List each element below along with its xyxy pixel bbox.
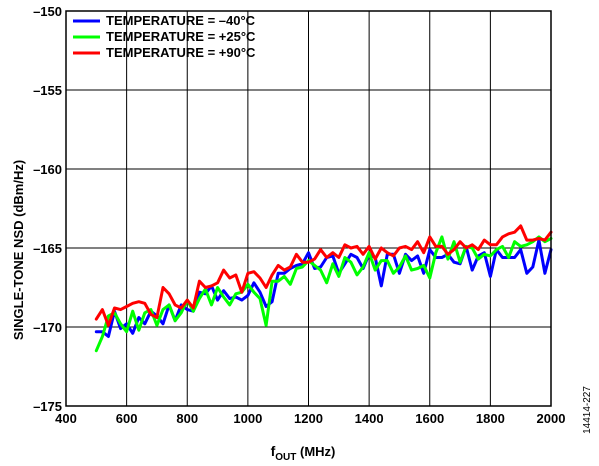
y-tick-label: –170 <box>33 320 62 335</box>
legend-label-3: TEMPERATURE = +90°C <box>106 45 256 60</box>
y-tick-label: –175 <box>33 399 62 414</box>
x-axis-label-unit: (MHz) <box>296 444 335 459</box>
series-line-3 <box>94 224 553 327</box>
y-tick-labels: –150 –155 –160 –165 –170 –175 <box>33 4 62 414</box>
x-axis-label-subscript: OUT <box>275 452 296 463</box>
y-tick-label: –165 <box>33 241 62 256</box>
x-axis-label: fOUT (MHz) <box>271 443 336 463</box>
plot-frame <box>65 10 552 407</box>
x-tick-label: 2000 <box>537 411 566 426</box>
x-tick-label: 400 <box>55 411 77 426</box>
grid-lines <box>66 11 551 406</box>
x-tick-label: 600 <box>116 411 138 426</box>
x-tick-label: 1400 <box>355 411 384 426</box>
figure-id: 14414-227 <box>582 386 593 434</box>
series-layer <box>94 224 553 353</box>
x-tick-labels: 400 600 800 1000 1200 1400 1600 1800 2000 <box>55 411 565 426</box>
x-axis-label-main: f <box>271 443 276 459</box>
x-tick-label: 1200 <box>294 411 323 426</box>
legend-label-2: TEMPERATURE = +25°C <box>106 29 256 44</box>
series-line-2 <box>94 235 553 353</box>
x-tick-label: 1000 <box>233 411 262 426</box>
y-tick-label: –155 <box>33 83 62 98</box>
x-tick-label: 800 <box>176 411 198 426</box>
legend-label-1: TEMPERATURE = –40°C <box>106 13 256 28</box>
y-axis-label: SINGLE-TONE NSD (dBm/Hz) <box>11 160 26 340</box>
x-tick-label: 1800 <box>476 411 505 426</box>
x-tick-label: 1600 <box>415 411 444 426</box>
y-tick-label: –160 <box>33 162 62 177</box>
y-tick-label: –150 <box>33 4 62 19</box>
